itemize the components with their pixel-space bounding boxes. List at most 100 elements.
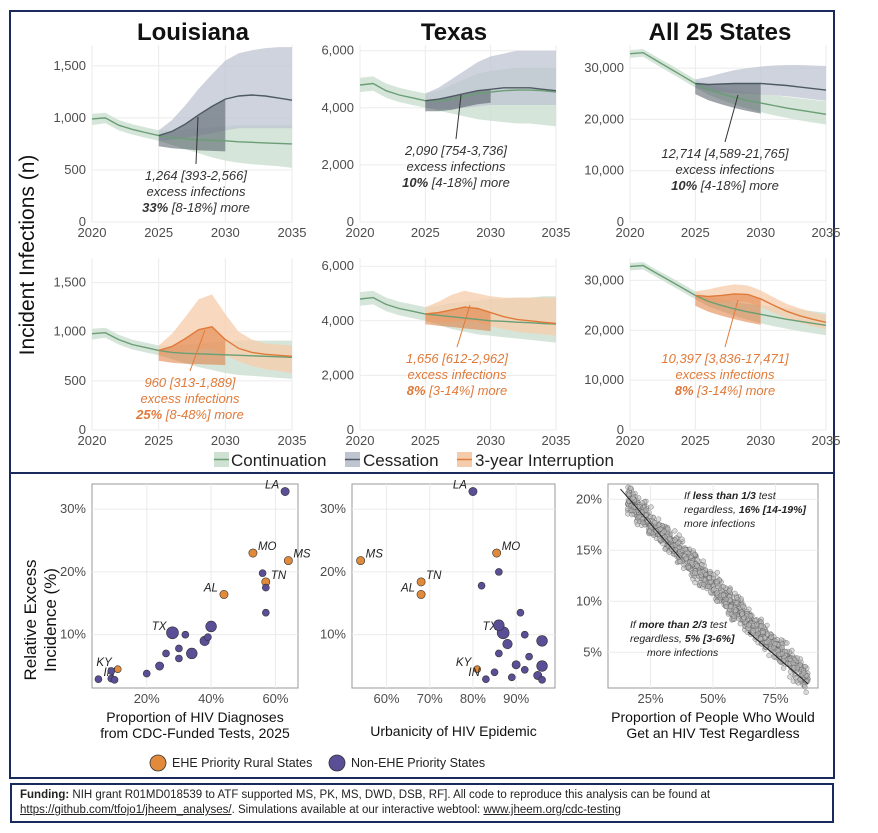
x-tick-label: 2020 (346, 433, 375, 448)
point-label: AL (203, 582, 218, 594)
point-ky (113, 665, 122, 673)
annotation-percent-value: 10% (402, 175, 428, 190)
annotation-percent-range: [3-14%] more (426, 383, 508, 398)
x-tick-label: 90% (503, 691, 529, 706)
x-tick-label: 2020 (616, 225, 645, 240)
simulation-point (647, 528, 653, 534)
x-tick-label: 2030 (211, 225, 240, 240)
point-state (516, 608, 525, 617)
panel-la_cess: 2020 2025 2030 2035 0 500 1,000 1,500 1,264 [393… (53, 45, 306, 240)
y-tick-label: 0 (617, 422, 624, 437)
simulation-point (685, 565, 691, 571)
annotation-low-line1-part: If (684, 490, 693, 502)
point-state (186, 647, 198, 660)
y-axis-label-relative-line2: Incidence (%) (41, 568, 60, 672)
annotation-percent: 10% [4-18%] more (402, 175, 510, 190)
x-tick-label: 50% (700, 691, 726, 706)
line-cessation (425, 87, 557, 102)
annotation-excess-label: excess infections (676, 367, 775, 382)
panel-all_cess: 2020 2025 2030 2035 0 10,000 20,000 30,000 12,71… (584, 45, 840, 240)
legend-label-non-ehe: Non-EHE Priority States (351, 756, 485, 770)
x-tick-label: 25% (637, 691, 663, 706)
line-continuation (629, 264, 827, 326)
annotation-estimate: 1,264 [393-2,566] (145, 168, 247, 183)
annotation-estimate: 960 [313-1,889] (144, 375, 235, 390)
panel-all_int: 2020 2025 2030 2035 0 10,000 20,000 30,000 10,39… (584, 258, 840, 448)
x-tick-label: 80% (460, 691, 486, 706)
point-ms (356, 556, 366, 566)
point-label: MS (293, 549, 311, 561)
simulation-point (771, 654, 777, 660)
x-tick-label: 2035 (542, 433, 571, 448)
simulation-point (732, 590, 738, 596)
x-tick-label: 2030 (476, 225, 505, 240)
x-tick-label: 2035 (542, 225, 571, 240)
annotation-leader (724, 299, 739, 348)
point-label: IN (468, 667, 480, 679)
annotation-percent-range: [8-18%] more (168, 200, 250, 215)
point-state (155, 661, 165, 671)
y-tick-label: 0 (617, 214, 624, 229)
simulation-point (683, 555, 689, 562)
simulation-point (676, 544, 682, 550)
x-tick-label: 2025 (681, 225, 710, 240)
simulation-point (733, 600, 739, 606)
simulation-point (728, 604, 734, 610)
bottom-frame (9, 472, 835, 779)
point-mo (248, 548, 258, 558)
simulation-point (639, 500, 645, 506)
legend-top: Continuation Cessation 3-year Interrupti… (214, 451, 614, 470)
github-link[interactable]: https://github.com/tfojo1/jheem_analyses… (20, 804, 232, 816)
y-tick-label: 2,000 (321, 157, 354, 172)
y-tick-label: 1,500 (53, 275, 86, 290)
annotation-high-line1-part: If (630, 619, 639, 631)
annotation-percent-range: [3-14%] more (694, 383, 776, 398)
x-axis-label: from CDC-Funded Tests, 2025 (100, 725, 290, 741)
x-tick-label: 2020 (616, 433, 645, 448)
line-3-year-interruption (425, 306, 557, 325)
x-tick-label: 2020 (78, 225, 107, 240)
simulation-point (672, 528, 678, 534)
annotation-high-line1-part: more than 2/3 (639, 619, 707, 631)
simulation-point (656, 516, 662, 522)
annotation-low-line2: regardless, 16% [14-19%] (684, 504, 806, 516)
simulation-point (711, 586, 717, 592)
y-tick-label: 20% (60, 564, 86, 579)
point-in (94, 675, 103, 684)
point-mo (492, 548, 502, 558)
point-state (175, 644, 183, 653)
point-label: MO (258, 541, 277, 553)
webtool-link[interactable]: www.jheem.org/cdc-testing (483, 804, 621, 816)
point-state (162, 649, 170, 658)
point-label: TN (271, 570, 287, 582)
y-tick-label: 30,000 (584, 272, 624, 287)
simulation-point (734, 595, 740, 601)
point-state (525, 652, 533, 661)
simulation-point (760, 630, 766, 636)
point-ky (473, 665, 482, 673)
x-axis-label: Get an HIV Test Regardless (626, 725, 799, 741)
simulation-point (802, 663, 808, 670)
simulation-point (720, 592, 727, 598)
y-tick-label: 20,000 (584, 322, 624, 337)
panel-tx_int: 2020 2025 2030 2035 0 2,000 4,000 6,000 1,656 [6… (321, 258, 570, 448)
simulation-point (656, 536, 662, 542)
simulation-point (692, 580, 698, 586)
point-la (468, 487, 478, 496)
annotation-leader (455, 94, 462, 140)
point-state (181, 630, 190, 639)
simulation-point (714, 598, 720, 604)
annotation-excess-label: excess infections (141, 391, 240, 406)
simulation-point (746, 622, 752, 628)
simulation-point (736, 616, 742, 622)
scatter-panels: 20% 40% 60% 10% 20% 30% Proportion of HIV Diag… (60, 480, 819, 741)
point-label: TN (426, 570, 442, 582)
simulation-point (682, 546, 688, 553)
point-al (416, 590, 426, 599)
annotation-percent: 33% [8-18%] more (142, 200, 250, 215)
y-tick-label: 1,000 (53, 324, 86, 339)
x-tick-label: 40% (198, 691, 224, 706)
point-label: MS (366, 549, 384, 561)
excess-region-interruption (695, 293, 761, 325)
annotation-high-line2-part: 5% [3-6%] (685, 633, 735, 645)
